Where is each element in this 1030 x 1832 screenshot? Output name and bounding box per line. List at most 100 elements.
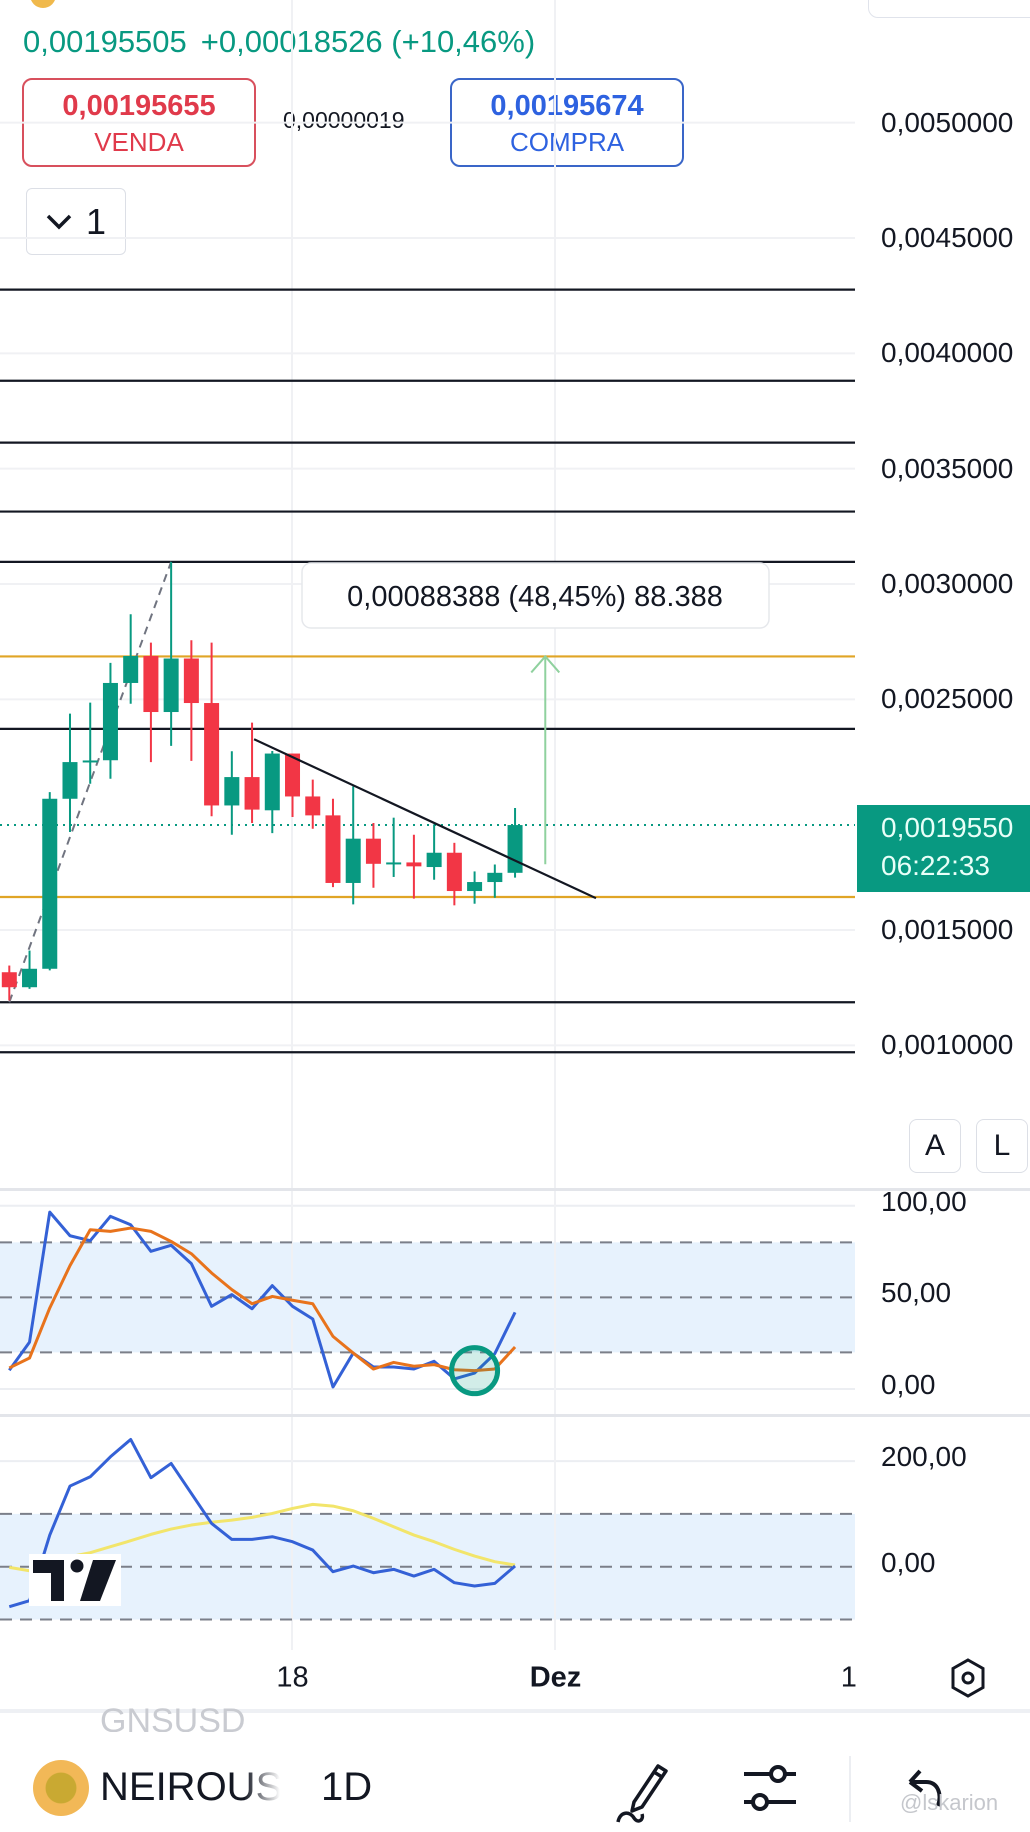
settings-icon[interactable] — [946, 1656, 990, 1700]
log-scale-button[interactable]: L — [976, 1119, 1028, 1173]
candle — [163, 561, 179, 746]
candle-body — [183, 658, 199, 704]
candle — [365, 822, 381, 888]
candle-body — [325, 815, 341, 883]
candle — [82, 702, 98, 784]
symbol-name[interactable]: NEIROUS — [100, 1765, 280, 1809]
candle-body — [163, 658, 179, 713]
candle — [426, 824, 442, 880]
undo-icon[interactable] — [904, 1766, 950, 1816]
top-right-button-partial[interactable] — [868, 0, 1030, 18]
candle-body — [42, 798, 58, 969]
price-axis-label: 0,0025000 — [881, 683, 1014, 715]
buy-label: COMPRA — [509, 127, 625, 157]
last-price: 0,00195505 — [23, 24, 187, 59]
candle-body — [123, 655, 139, 683]
candle — [487, 864, 503, 898]
candle-body — [305, 796, 321, 816]
candle — [386, 817, 402, 877]
candle — [143, 642, 159, 763]
candle — [224, 751, 240, 835]
candle-body — [224, 777, 240, 806]
candle-body — [365, 838, 381, 864]
candle — [244, 722, 260, 823]
auto-scale-button[interactable]: A — [909, 1119, 961, 1173]
candle — [467, 871, 483, 904]
candle-body — [285, 753, 301, 797]
candle-body — [82, 760, 98, 763]
candle-body — [487, 872, 503, 883]
stoch-k-line — [8, 1210, 517, 1389]
candle-body — [446, 852, 462, 892]
candle — [183, 640, 199, 761]
price-axis-label: 0,0045000 — [881, 221, 1014, 253]
candle — [62, 713, 78, 832]
measure-tooltip: 0,00088388 (48,45%) 88.388 — [301, 562, 770, 629]
price-axis-label: 0,0010000 — [881, 1029, 1014, 1061]
candle — [22, 950, 38, 989]
candle — [42, 792, 58, 971]
stoch-axis-label: 100,00 — [881, 1185, 967, 1217]
candle — [507, 807, 523, 878]
time-axis-label: Dez — [529, 1661, 582, 1694]
sliders-icon[interactable] — [742, 1762, 798, 1814]
chevron-down-icon — [46, 214, 72, 229]
pane-separator — [0, 1414, 1030, 1417]
candle-body — [143, 655, 159, 713]
measure-text: 0,00088388 (48,45%) 88.388 — [347, 581, 723, 613]
candle — [305, 779, 321, 829]
candle — [446, 842, 462, 906]
watermark: @lskarion — [900, 1790, 999, 1815]
interval-button[interactable]: 1D — [321, 1765, 373, 1809]
time-axis-label: 18 — [276, 1661, 309, 1694]
price-change: +0,00018526 (+10,46%) — [200, 24, 536, 59]
buy-price: 0,00195674 — [490, 90, 644, 122]
divider — [849, 1756, 851, 1822]
highlight-circle — [449, 1345, 501, 1397]
logo-mark — [80, 1560, 116, 1601]
candle-body — [426, 852, 442, 868]
tooltip-box — [301, 562, 770, 629]
candle — [345, 786, 361, 905]
candle — [264, 751, 280, 834]
candle-body — [507, 825, 523, 873]
candle-body — [345, 838, 361, 883]
candle-body — [204, 703, 220, 806]
descending-trendline — [253, 738, 597, 900]
divider — [0, 1709, 1030, 1713]
sell-price: 0,00195655 — [62, 90, 216, 122]
candle — [123, 614, 139, 704]
tradingview-logo — [29, 1554, 121, 1606]
current-price-value: 0,0019550 — [881, 812, 1014, 843]
stoch-axis-label: 50,00 — [881, 1277, 952, 1309]
candle-body — [1, 972, 17, 988]
stoch-axis-label: 0,00 — [881, 1369, 936, 1400]
price-summary: 0,00195505 +0,00018526 (+10,46%) — [23, 24, 549, 60]
cci-axis-label: 200,00 — [881, 1441, 967, 1473]
candle — [1, 965, 17, 1001]
candle — [102, 662, 118, 779]
cci-ma-line — [9, 1502, 516, 1573]
logo-mark — [33, 1560, 64, 1601]
candle-body — [406, 862, 422, 867]
price-axis-label: 0,0015000 — [881, 914, 1014, 946]
indicators-toggle-button[interactable]: 1 — [26, 188, 126, 255]
candle — [204, 642, 220, 817]
previous-symbol-ghost: GNSUSD — [100, 1702, 246, 1732]
sell-label: VENDA — [94, 127, 184, 157]
cci-line — [8, 1437, 517, 1609]
measure-arrowhead — [530, 654, 561, 674]
candle-body — [386, 862, 402, 865]
current-price-label: 0,0019550 06:22:33 — [857, 805, 1030, 892]
candle-body — [102, 682, 118, 761]
candle — [406, 834, 422, 899]
pencil-icon[interactable] — [612, 1756, 674, 1826]
time-axis-label: 1 — [840, 1661, 857, 1694]
candle-body — [244, 777, 260, 810]
stoch-d-line — [8, 1226, 517, 1373]
indicators-count: 1 — [85, 200, 107, 242]
candle-body — [264, 753, 280, 811]
cci-axis-label: 0,00 — [881, 1546, 936, 1578]
candle — [285, 753, 301, 817]
